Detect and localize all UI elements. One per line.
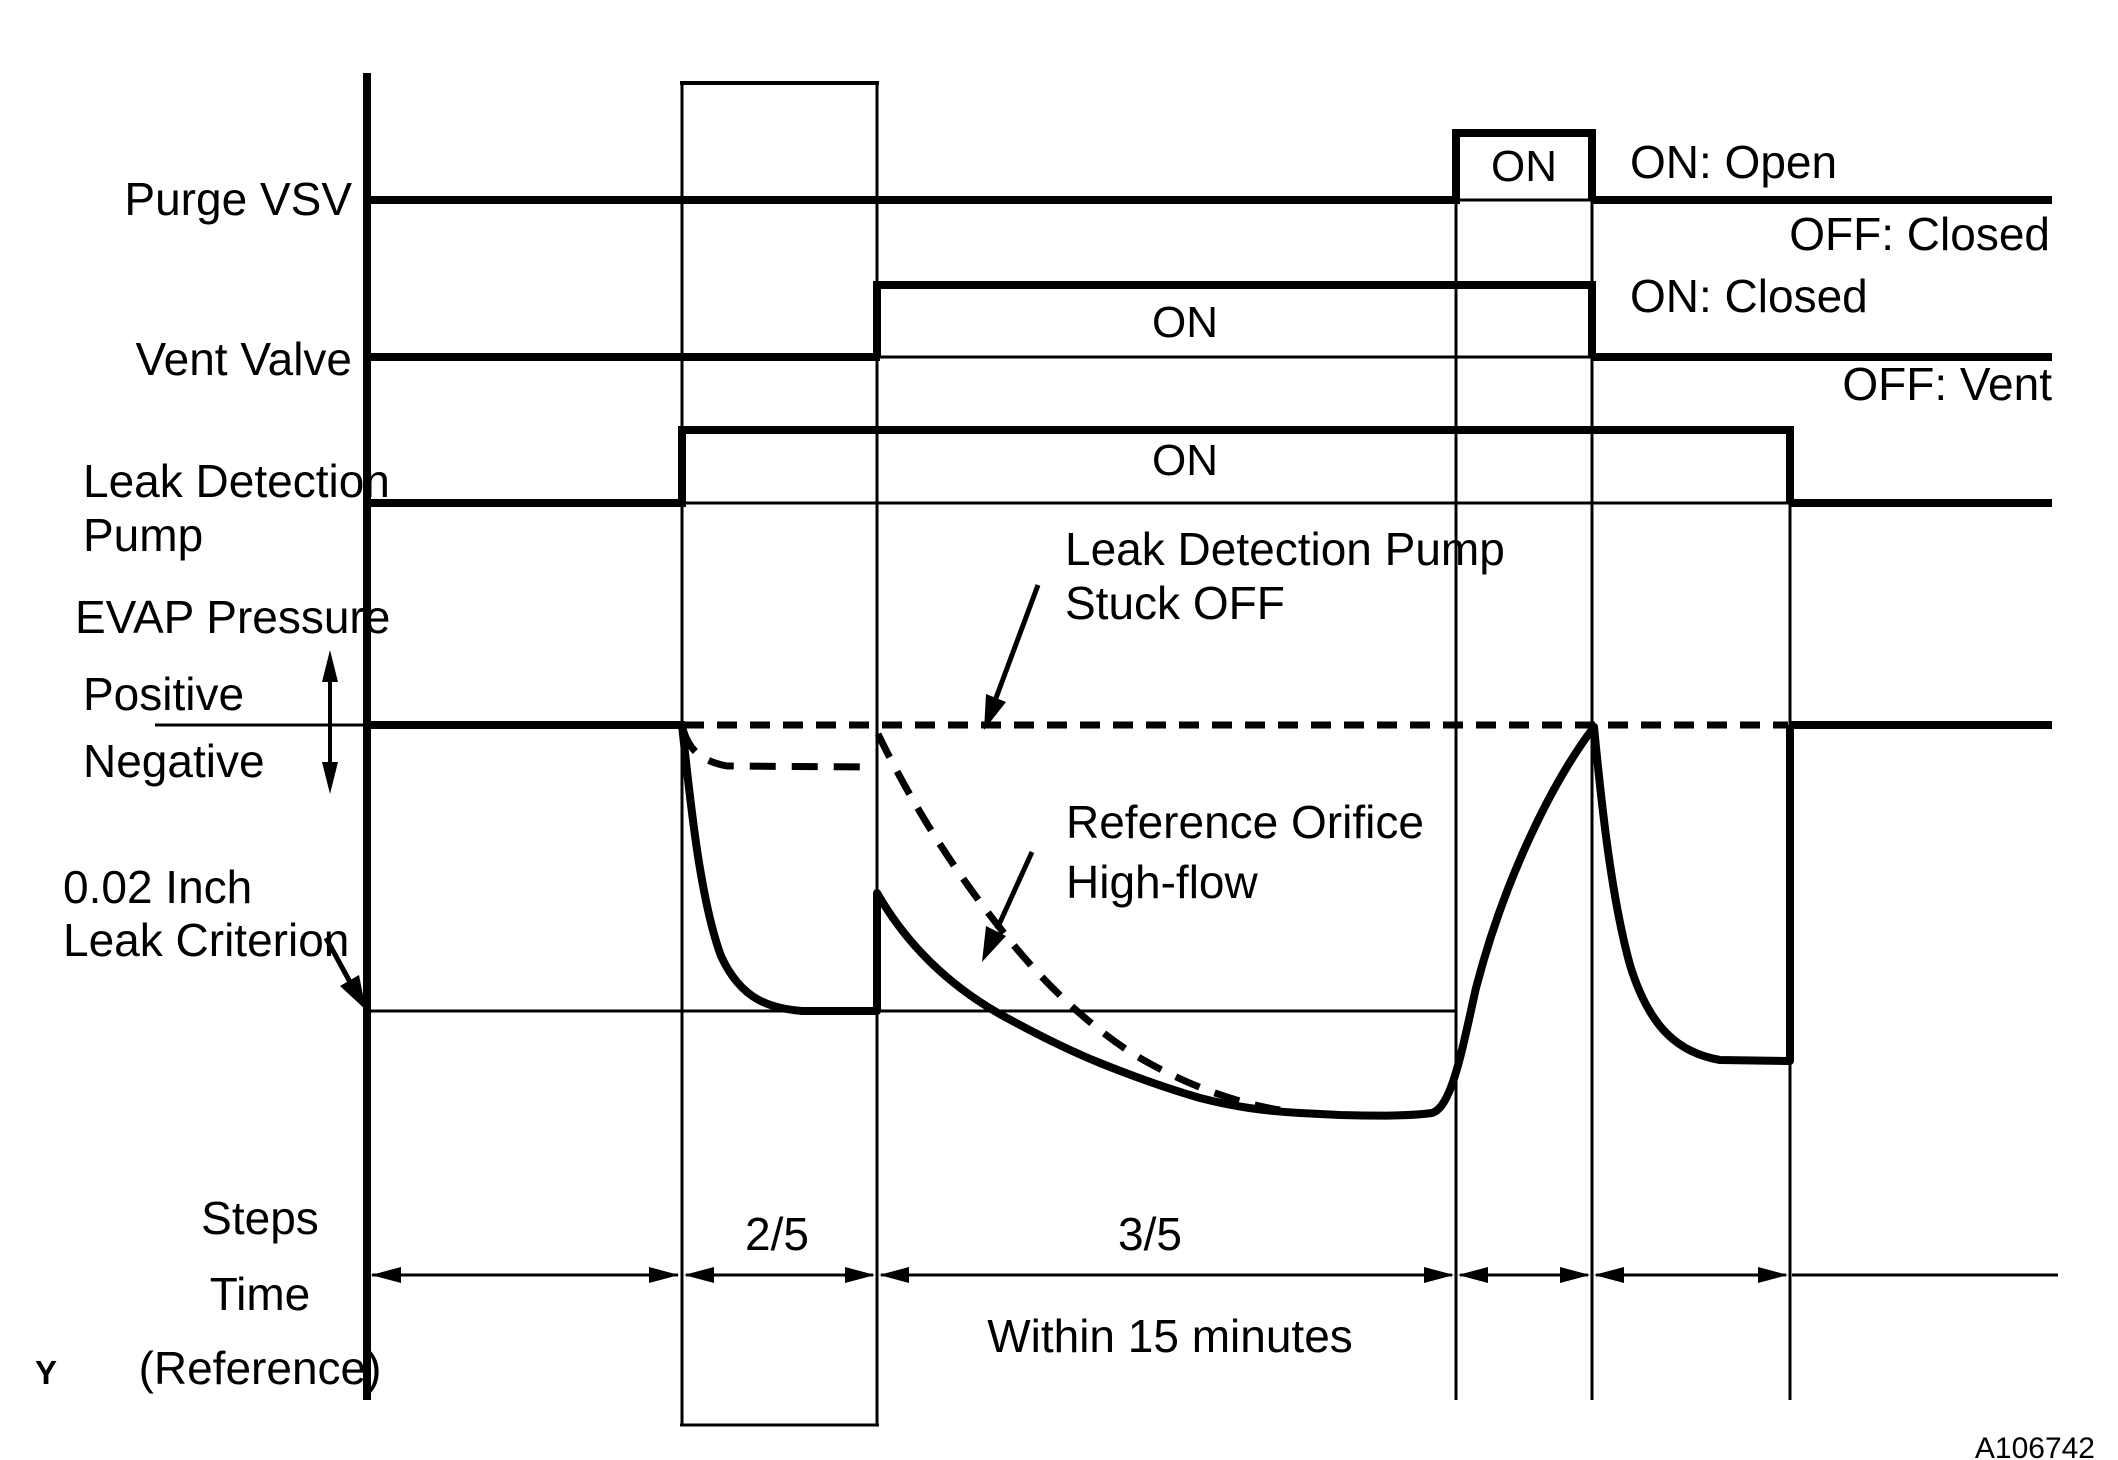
- evap-first-pulldown-curve: [678, 721, 881, 1015]
- evap-main-decay-and-recovery-curve: [873, 723, 1598, 1120]
- vent-on-label: ON: [1152, 298, 1218, 347]
- purge-pulse-on-label: ON: [1491, 142, 1557, 191]
- span-step4-right-head: [1560, 1267, 1590, 1283]
- leak-criterion-arrow-shaft: [323, 936, 353, 984]
- stuck-off-annotation-line1: Leak Detection Pump: [1065, 523, 1505, 575]
- span-step3-right-head: [1424, 1267, 1454, 1283]
- legend-vent-off: OFF: Vent: [1842, 358, 2052, 410]
- within-15-minutes-label: Within 15 minutes: [987, 1310, 1353, 1362]
- span-step1-left-head: [371, 1267, 401, 1283]
- evap-pressure-axis-lines: [155, 721, 2052, 1013]
- vent-valve-signal: [367, 281, 2052, 361]
- high-flow-arrow-head: [982, 926, 1006, 962]
- high-flow-dashed-decay: [874, 732, 1281, 1114]
- legend-purge-on: ON: Open: [1630, 136, 1837, 188]
- leak-criterion-arrow-head: [340, 975, 366, 1010]
- pump-on-label: ON: [1152, 436, 1218, 485]
- span-step1-right-head: [649, 1267, 679, 1283]
- leak-detection-pump-label-line1: Leak Detection: [83, 455, 390, 507]
- leak-criterion-label-line2: Leak Criterion: [63, 914, 349, 966]
- span-step2-right-head: [845, 1267, 875, 1283]
- figure-id: A106742: [1975, 1432, 2095, 1460]
- leak-criterion-label-line1: 0.02 Inch: [63, 861, 252, 913]
- negative-label: Negative: [83, 735, 265, 787]
- annotation-texts: Leak Detection Pump Stuck OFF Reference …: [1065, 523, 1505, 908]
- legend-purge-off: OFF: Closed: [1789, 208, 2050, 260]
- legend: ON: Open OFF: Closed ON: Closed OFF: Ven…: [1630, 136, 2052, 410]
- high-flow-dashed-dip1: [679, 727, 873, 771]
- purge-vsv-label: Purge VSV: [124, 173, 352, 225]
- span-step5-left-head: [1594, 1267, 1624, 1283]
- high-flow-arrow-shaft: [994, 850, 1035, 931]
- span-step4-left-head: [1458, 1267, 1488, 1283]
- purge-vsv-signal: [367, 129, 2052, 204]
- leak-detection-pump-label-line2: Pump: [83, 509, 203, 561]
- evap-pressure-solid-trace: [678, 721, 1794, 1120]
- vent-valve-label: Vent Valve: [135, 333, 352, 385]
- time-reference-label: (Reference): [139, 1342, 382, 1394]
- legend-vent-on: ON: Closed: [1630, 270, 1868, 322]
- high-flow-annotation-line1: Reference Orifice: [1066, 796, 1424, 848]
- evap-second-dip-curve: [1590, 723, 1794, 1065]
- evap-pressure-label: EVAP Pressure: [75, 591, 390, 643]
- stuck-off-annotation-line2: Stuck OFF: [1065, 577, 1285, 629]
- span-step3-left-head: [879, 1267, 909, 1283]
- timeline-texts: 2/5 3/5 Within 15 minutes: [745, 1208, 1353, 1362]
- state-labels: ON ON ON: [1152, 142, 1557, 485]
- evap-pressure-dashed-traces: [679, 721, 1788, 1114]
- pressure-range-arrow-up-head: [322, 650, 338, 682]
- page-marker: Y: [35, 1354, 57, 1391]
- high-flow-annotation-line2: High-flow: [1066, 856, 1259, 908]
- leak-detection-pump-signal: [367, 426, 2052, 507]
- span-step5-right-head: [1758, 1267, 1788, 1283]
- pressure-range-arrow-down-head: [322, 762, 338, 794]
- footer-marks: Y A106742: [35, 1354, 2095, 1460]
- step-3-5-label: 3/5: [1118, 1208, 1182, 1260]
- steps-label: Steps: [201, 1192, 319, 1244]
- positive-label: Positive: [83, 668, 244, 720]
- span-step2-left-head: [684, 1267, 714, 1283]
- time-label: Time: [210, 1268, 311, 1320]
- step-2-5-label: 2/5: [745, 1208, 809, 1260]
- time-dimension-lines: [371, 1267, 2058, 1283]
- stuck-off-arrow-shaft: [993, 584, 1041, 699]
- annotation-arrows: [323, 584, 1041, 1010]
- row-labels: Purge VSV Vent Valve Leak Detection Pump…: [63, 173, 390, 1394]
- stuck-off-arrow-head: [984, 694, 1006, 730]
- pressure-range-arrow: [322, 650, 338, 794]
